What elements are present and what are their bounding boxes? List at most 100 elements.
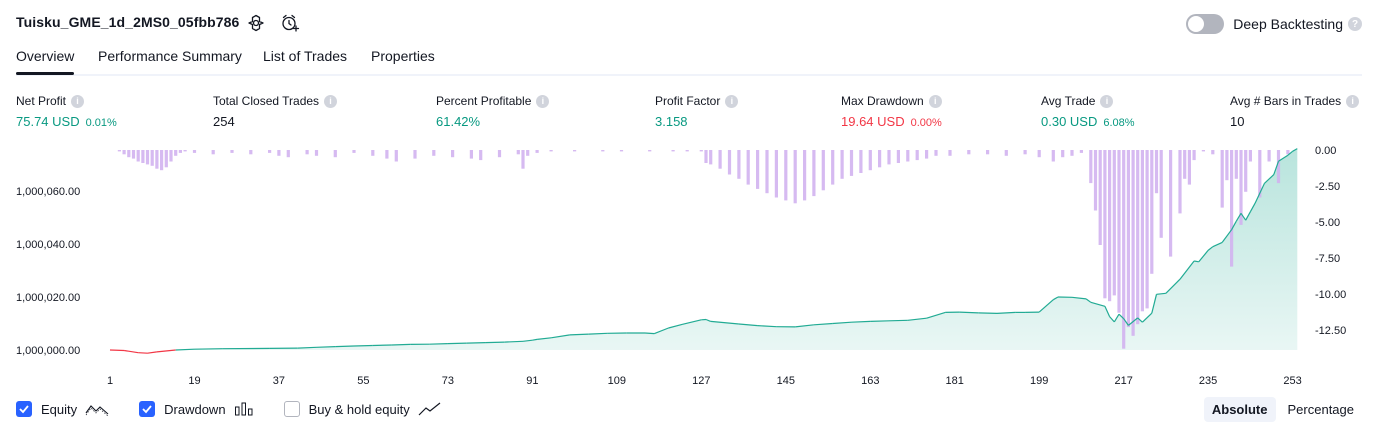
x-tick-label: 217: [1115, 375, 1133, 387]
equity-segment: [109, 349, 125, 352]
metric-profit-factor: Profit Factor i 3.158: [655, 94, 739, 129]
drawdown-bar: [286, 150, 290, 158]
drawdown-bar: [413, 150, 417, 159]
bar-chart-icon: [234, 402, 254, 416]
drawdown-bar: [1187, 150, 1191, 185]
info-icon[interactable]: i: [536, 94, 550, 108]
drawdown-bar: [1037, 150, 1041, 158]
equity-segment: [537, 337, 552, 340]
drawdown-bar: [859, 150, 863, 173]
x-tick-label: 127: [692, 375, 710, 387]
equity-drawdown-chart[interactable]: 1,000,000.00 1,000,020.00 1,000,040.00 1,00…: [0, 140, 1379, 390]
equity-segment: [569, 333, 589, 336]
drawdown-bar: [685, 150, 689, 152]
absolute-button[interactable]: Absolute: [1203, 397, 1276, 422]
checkbox-buy-hold[interactable]: [283, 401, 300, 417]
help-icon[interactable]: ?: [1348, 17, 1362, 31]
equity-segment: [959, 311, 979, 314]
y-right-tick-label: -5.00: [1315, 217, 1340, 229]
drawdown-bar: [1140, 150, 1144, 312]
drawdown-bar: [521, 150, 525, 169]
drawdown-bar: [1276, 150, 1281, 184]
metric-label: Avg # Bars in Trades: [1230, 94, 1342, 108]
drawdown-bar: [774, 150, 778, 198]
drawdown-bar: [277, 150, 281, 156]
y-left-tick-label: 1,000,060.00: [16, 186, 80, 198]
equity-segment: [1249, 202, 1256, 212]
equity-segment: [682, 319, 702, 325]
equity-segment: [1085, 298, 1092, 303]
equity-segment: [353, 344, 373, 347]
metric-net-profit: Net Profit i 75.74 USD 0.01%: [16, 94, 117, 129]
drawdown-bar: [1178, 150, 1182, 214]
equity-segment: [335, 345, 355, 348]
equity-segment: [978, 312, 998, 314]
drawdown-bar: [1154, 150, 1159, 194]
drawdown-bar: [1258, 150, 1262, 198]
drawdown-bar: [122, 150, 126, 155]
drawdown-bar: [178, 150, 182, 153]
legend-equity[interactable]: Equity: [16, 401, 109, 417]
drawdown-bar: [1239, 150, 1243, 225]
equity-segment: [1221, 229, 1233, 243]
info-icon[interactable]: i: [928, 94, 942, 108]
info-icon[interactable]: i: [1100, 94, 1114, 108]
legend-equity-label: Equity: [41, 401, 78, 417]
equity-segment: [1292, 148, 1298, 152]
legend-drawdown-label: Drawdown: [164, 401, 226, 417]
drawdown-bar: [1201, 150, 1205, 152]
drawdown-bar: [230, 150, 234, 153]
y-axis-right: 0.00 -2.50 -5.00 -7.50 -10.00 -12.50: [1315, 145, 1346, 337]
drawdown-bar: [573, 150, 577, 152]
add-alert-icon[interactable]: [280, 13, 300, 33]
info-icon[interactable]: i: [71, 94, 85, 108]
equity-segment: [710, 320, 739, 325]
info-icon[interactable]: i: [725, 94, 739, 108]
y-right-tick-label: -2.50: [1315, 181, 1340, 193]
drawdown-bar: [314, 150, 319, 156]
drawdown-bar: [549, 150, 553, 152]
equity-segment: [757, 325, 777, 328]
info-icon[interactable]: i: [1346, 94, 1360, 108]
equity-segment: [466, 342, 486, 344]
settings-icon[interactable]: [246, 13, 266, 33]
percentage-button[interactable]: Percentage: [1287, 402, 1355, 417]
metric-value: 61.42%: [436, 114, 481, 129]
equity-segment: [1179, 260, 1195, 280]
legend-buy-hold[interactable]: Buy & hold equity: [283, 401, 442, 417]
strategy-title: Tuisku_GME_1d_2MS0_05fbb786: [16, 14, 240, 30]
metric-label: Avg Trade: [1041, 94, 1096, 108]
x-tick-label: 19: [188, 375, 200, 387]
equity-segment: [1156, 292, 1166, 295]
drawdown-bar: [1159, 150, 1163, 238]
drawdown-bar: [821, 150, 825, 191]
drawdown-bar: [164, 150, 168, 168]
equity-segment: [1278, 154, 1289, 162]
equity-segment: [1113, 313, 1120, 323]
drawdown-bar: [1248, 150, 1252, 162]
equity-segment: [1141, 312, 1153, 323]
tab-list-of-trades[interactable]: List of Trades: [263, 48, 348, 64]
drawdown-bar: [896, 150, 900, 163]
metric-value: 3.158: [655, 114, 688, 129]
equity-segment: [1193, 260, 1199, 263]
equity-segment: [1198, 250, 1209, 263]
equity-segment: [1165, 278, 1181, 294]
x-tick-label: 199: [1030, 375, 1048, 387]
checkbox-drawdown[interactable]: [139, 401, 156, 417]
drawdown-bar: [1234, 150, 1238, 179]
equity-segment: [907, 317, 927, 321]
info-icon[interactable]: i: [324, 94, 338, 108]
drawdown-bar: [131, 150, 136, 159]
equity-segment: [485, 341, 505, 344]
tab-overview[interactable]: Overview: [16, 48, 75, 75]
drawdown-bar: [141, 150, 145, 163]
legend-drawdown[interactable]: Drawdown: [139, 401, 253, 417]
equity-segment: [391, 343, 411, 346]
deep-backtesting-toggle[interactable]: [1186, 14, 1225, 34]
tab-performance-summary[interactable]: Performance Summary: [98, 48, 242, 64]
tab-properties[interactable]: Properties: [371, 48, 435, 64]
drawdown-bar: [497, 150, 502, 158]
checkbox-equity[interactable]: [16, 401, 32, 417]
equity-segment: [1109, 316, 1115, 323]
